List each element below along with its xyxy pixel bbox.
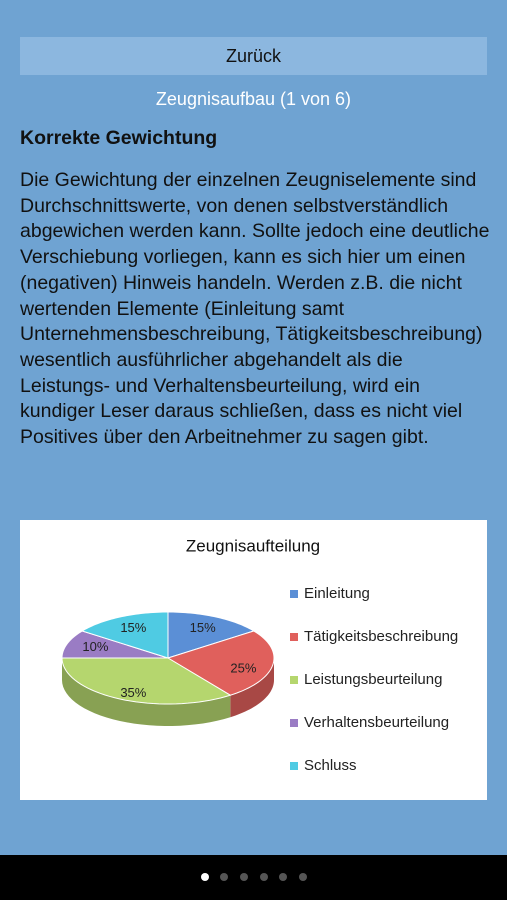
page-dot[interactable] (260, 873, 268, 881)
bottom-bar (0, 855, 507, 900)
legend-swatch (290, 719, 298, 727)
pie-slice (81, 611, 169, 659)
legend-label: Einleitung (304, 585, 370, 602)
legend-swatch (290, 590, 298, 598)
legend-swatch (290, 676, 298, 684)
pie-slice (166, 630, 275, 696)
page-dot[interactable] (220, 873, 228, 881)
legend-label: Verhaltensbeurteilung (304, 714, 449, 731)
back-button[interactable]: Zurück (20, 37, 487, 75)
data-label: 25% (230, 661, 256, 676)
data-label: 15% (190, 620, 216, 635)
legend-label: Tätigkeitsbeschreibung (304, 628, 458, 645)
pie-slice (167, 611, 255, 659)
legend-label: Leistungsbeurteilung (304, 671, 442, 688)
data-label: 35% (120, 685, 146, 700)
page-dot[interactable] (201, 873, 209, 881)
pie-slice (61, 630, 169, 659)
data-label: 15% (120, 620, 146, 635)
page-dot[interactable] (240, 873, 248, 881)
slice-side (230, 658, 274, 718)
legend-label: Schluss (304, 757, 357, 774)
page-title: Zeugnisaufbau (1 von 6) (155, 89, 352, 109)
legend-swatch (290, 633, 298, 641)
chart-title: Zeugnisaufteilung (186, 536, 320, 555)
data-label: 10% (82, 639, 108, 654)
legend-swatch (290, 762, 298, 770)
pie-slice (61, 657, 232, 705)
paragraph: Die Gewichtung der einzelnen Zeugniselem… (20, 169, 490, 449)
slice-side (62, 658, 231, 726)
heading: Korrekte Gewichtung (20, 127, 218, 149)
chart: Zeugnisaufteilung 15% 25% 35% 10% 15% Einleit… (20, 520, 487, 800)
page-dot[interactable] (279, 873, 287, 881)
page-dot[interactable] (299, 873, 307, 881)
